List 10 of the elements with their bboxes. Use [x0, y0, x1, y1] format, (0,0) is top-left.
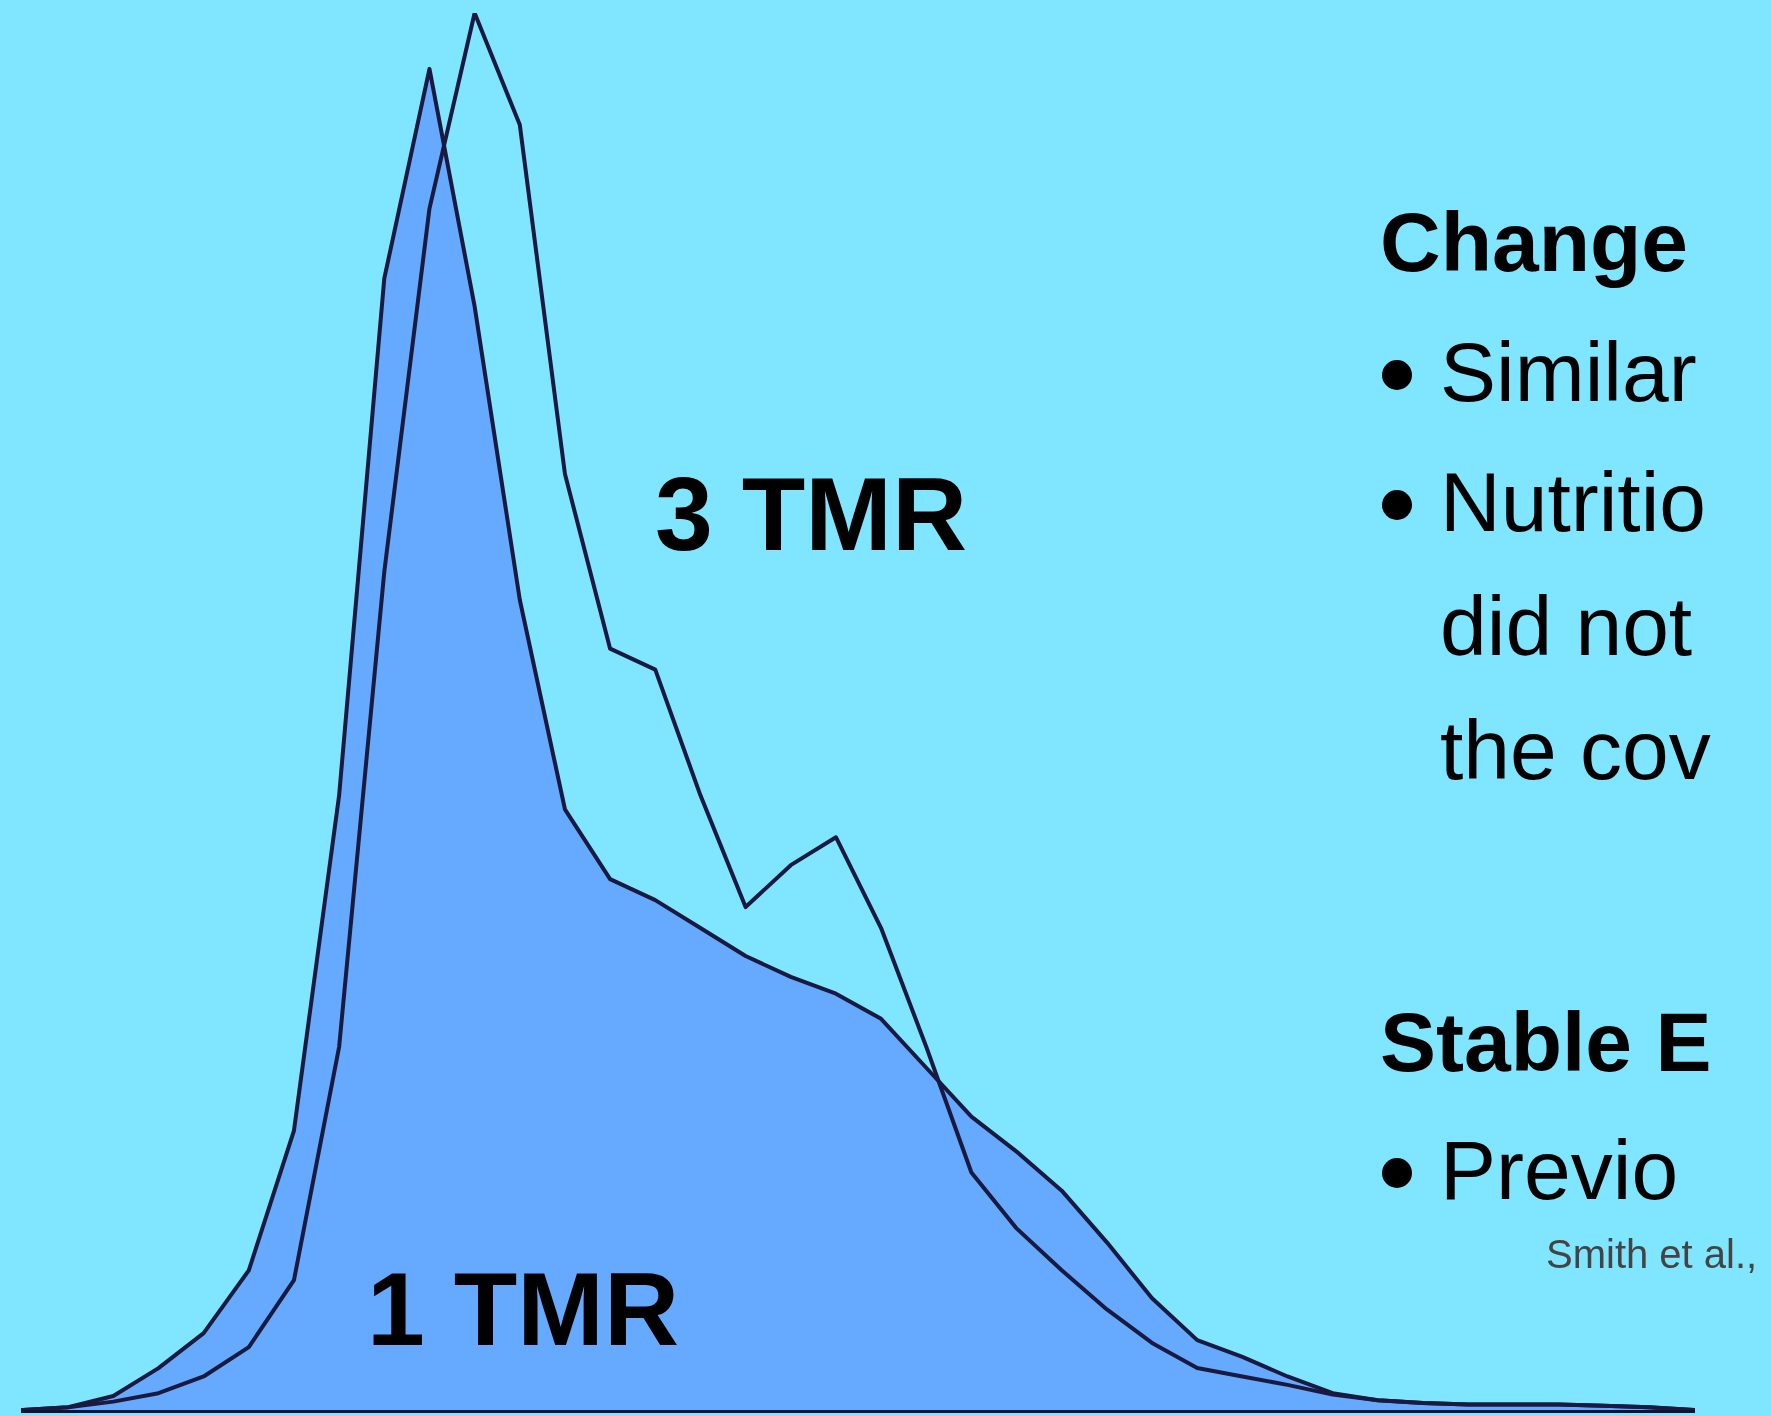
series-label: 1 TMR: [367, 1251, 679, 1367]
annotation: Nutritio: [1440, 455, 1707, 549]
annotation: Change: [1380, 195, 1689, 289]
annotation: Smith et al.,: [1546, 1232, 1758, 1276]
annotation: the cov: [1440, 703, 1711, 797]
annotation: Previo: [1440, 1123, 1679, 1217]
annotation: Stable E: [1380, 995, 1712, 1089]
series-label: 3 TMR: [655, 456, 967, 572]
annotation: Similar: [1440, 325, 1697, 419]
annotation: did not: [1440, 579, 1693, 673]
